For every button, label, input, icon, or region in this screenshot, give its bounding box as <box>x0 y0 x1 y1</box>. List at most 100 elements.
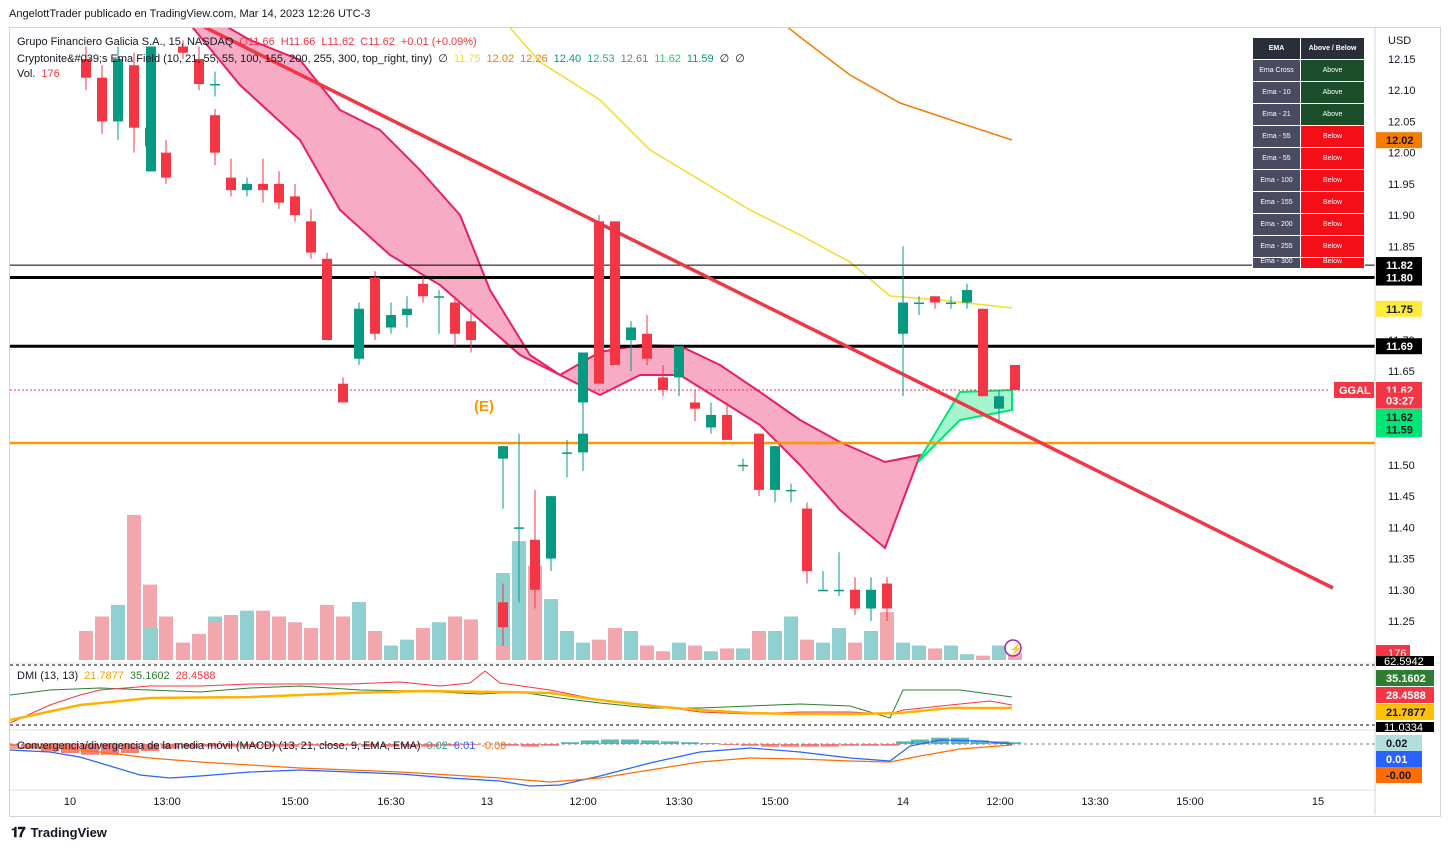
candle-body <box>594 221 604 384</box>
symbol-name[interactable]: Grupo Financiero Galicia S.A., 15, NASDA… <box>17 36 234 48</box>
candle-body <box>818 589 828 592</box>
dmi-axis-badge <box>1376 704 1434 720</box>
volume-bar <box>848 642 862 660</box>
ema-table-row: Ema - 100 Below <box>1252 169 1365 192</box>
ema-value: 11.59 <box>686 53 714 65</box>
price-tick-label: 11.30 <box>1388 585 1415 597</box>
candle-body <box>930 296 940 303</box>
main-pane-bg <box>10 28 1375 660</box>
volume-bar <box>448 616 462 660</box>
macd-histogram-bar <box>911 739 929 744</box>
price-tick-label: 11.85 <box>1388 241 1415 253</box>
symbol-badge-text: GGAL <box>1339 385 1371 397</box>
ema-indicator-label[interactable]: Cryptonite&#039;s Ema Field (10, 21, 55,… <box>17 53 433 65</box>
ema-table-row-name: Ema - 100 <box>1252 169 1301 192</box>
ema-table-row-name: Ema - 55 <box>1252 147 1301 170</box>
tradingview-wordmark: TradingView <box>30 825 107 840</box>
macd-histogram-bar <box>361 744 379 747</box>
candle-body <box>914 302 924 305</box>
volume-bar <box>880 612 894 660</box>
macd-histogram-bar <box>821 744 839 747</box>
time-tick-label: 12:00 <box>569 796 597 808</box>
tradingview-logo[interactable]: 𝟏𝟕 TradingView <box>11 824 107 841</box>
candle-body <box>354 308 364 359</box>
volume-bar <box>560 631 574 660</box>
macd-histogram-bar <box>421 744 439 747</box>
ema-table-row: Ema - 55 Below <box>1252 125 1365 148</box>
volume-bar <box>352 602 366 660</box>
candle-body <box>1010 364 1020 390</box>
candle-body <box>258 183 268 191</box>
ema-155-line <box>787 28 1013 141</box>
ema-ribbon-pink <box>191 28 922 550</box>
candle-body <box>866 589 876 609</box>
macd-histogram-bar <box>181 744 199 748</box>
macd-histogram-bar <box>81 744 99 755</box>
macd-histogram-bar <box>381 744 399 747</box>
macd-axis-badge <box>1376 767 1422 783</box>
price-tick-label: 11.50 <box>1388 460 1415 472</box>
macd-label[interactable]: Convergencia/divergencia de la media móv… <box>17 740 421 752</box>
dmi-axis-badge-text: 35.1602 <box>1386 673 1426 685</box>
candle-body <box>434 296 444 298</box>
ema-table-row-name: Ema Cross <box>1252 59 1301 82</box>
ema-table-row-name: Ema - 200 <box>1252 213 1301 236</box>
volume-bar <box>224 615 238 660</box>
volume-bar <box>928 648 942 660</box>
macd-histogram-bar <box>101 744 119 755</box>
volume-bar <box>608 628 622 660</box>
ema-value: ∅ <box>735 53 745 65</box>
time-tick-label: 13:30 <box>1081 796 1109 808</box>
macd-histogram-bar <box>841 744 859 746</box>
ema-value: 12.02 <box>486 53 515 65</box>
macd-histogram-bar <box>931 737 949 744</box>
ema-value: ∅ <box>438 53 448 65</box>
price-badge <box>1376 421 1422 438</box>
time-tick-label: 15:00 <box>281 796 309 808</box>
ema-table-row-status: Above <box>1300 59 1365 82</box>
dmi-axis-top-text: 62.5942 <box>1384 656 1424 668</box>
price-tick-label: 12.00 <box>1388 148 1416 160</box>
volume-bar <box>752 631 766 660</box>
candle-body <box>882 583 892 609</box>
price-badge-text: 03:27 <box>1386 396 1414 408</box>
dmi-minus-value: 28.4588 <box>175 670 216 682</box>
dmi-axis-badge <box>1376 687 1434 703</box>
volume-label[interactable]: Vol. <box>17 68 36 80</box>
dmi-axis-bottom-badge <box>1376 722 1434 732</box>
candle-body <box>658 377 668 390</box>
price-tick-label: 12.05 <box>1388 116 1416 128</box>
price-badge <box>1376 269 1422 286</box>
candle-body <box>81 59 91 78</box>
price-tick-label: 11.65 <box>1388 366 1415 378</box>
volume-bar <box>464 619 478 660</box>
dmi-axis-badge-text: 28.4588 <box>1386 690 1426 702</box>
macd-legend: Convergencia/divergencia de la media móv… <box>17 740 512 752</box>
symbol-badge[interactable] <box>1334 381 1374 398</box>
dmi-label[interactable]: DMI (13, 13) <box>17 670 79 682</box>
ema-table-row-name: Ema - 155 <box>1252 191 1301 214</box>
price-tick-label: 11.45 <box>1388 491 1415 503</box>
volume-bar <box>688 645 702 660</box>
macd-histogram-bar <box>781 744 799 747</box>
price-tick-label: 11.95 <box>1388 179 1415 191</box>
macd-axis-badge <box>1376 735 1422 751</box>
time-tick-label: 14 <box>897 796 909 808</box>
ema-table-row-status: Above <box>1300 81 1365 104</box>
ema-table-row-status: Below <box>1300 257 1365 269</box>
price-badge <box>1376 257 1422 274</box>
price-tick-label: 11.35 <box>1388 554 1415 566</box>
price-badge-text: 11.82 <box>1386 260 1413 272</box>
macd-histogram-bar <box>321 744 339 746</box>
candle-body <box>242 183 252 191</box>
macd-histogram-bar <box>541 744 559 746</box>
earnings-annotation[interactable]: (E) <box>474 398 494 415</box>
candle-body <box>770 446 780 490</box>
ema-table-row-name: Ema - 255 <box>1252 235 1301 258</box>
macd-histogram-bar <box>21 744 39 749</box>
macd-axis-badge-text: -0.00 <box>1386 770 1411 782</box>
trendline[interactable] <box>150 0 1334 590</box>
volume-value: 176 <box>41 68 60 80</box>
lightning-icon[interactable] <box>1004 639 1022 657</box>
